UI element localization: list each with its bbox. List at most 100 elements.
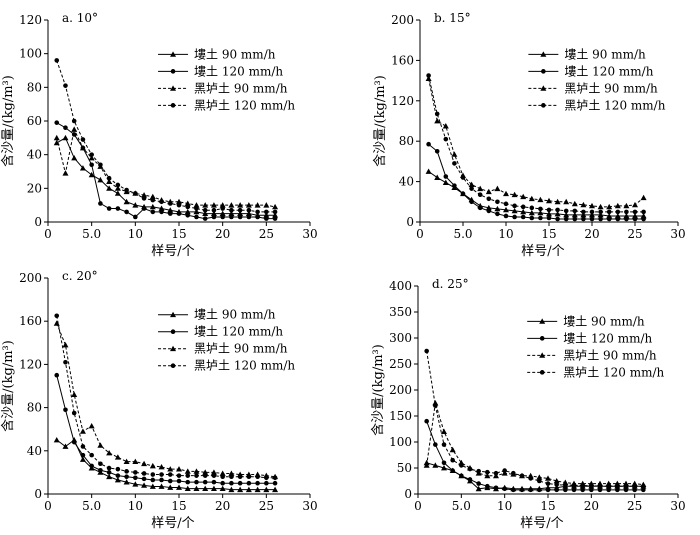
series-line bbox=[426, 402, 644, 486]
data-point bbox=[606, 209, 612, 215]
data-point bbox=[442, 123, 449, 129]
data-point bbox=[106, 206, 112, 211]
data-point bbox=[54, 372, 60, 378]
data-point bbox=[598, 209, 603, 215]
data-point bbox=[572, 216, 578, 222]
data-point bbox=[641, 487, 646, 493]
data-point bbox=[237, 202, 244, 208]
data-point bbox=[124, 474, 129, 480]
x-axis-title: 样号/个 bbox=[521, 244, 564, 259]
legend-label: 塿土 120 mm/h bbox=[194, 63, 283, 78]
data-point bbox=[571, 200, 578, 207]
data-point bbox=[264, 480, 269, 486]
y-tick-label: 80 bbox=[27, 401, 42, 415]
data-point bbox=[520, 204, 526, 210]
data-point bbox=[519, 487, 525, 493]
data-point bbox=[211, 214, 217, 220]
data-point bbox=[133, 214, 138, 220]
x-axis-title: 样号/个 bbox=[151, 516, 194, 531]
data-point bbox=[477, 192, 483, 198]
data-point bbox=[632, 487, 637, 493]
data-point bbox=[167, 207, 174, 213]
x-tick-label: 20 bbox=[584, 227, 599, 241]
data-point bbox=[563, 198, 570, 205]
data-point bbox=[123, 458, 130, 464]
data-point bbox=[219, 210, 226, 216]
data-point bbox=[623, 202, 630, 209]
data-point bbox=[546, 207, 552, 213]
legend-label: 塿土 90 mm/h bbox=[194, 46, 276, 61]
data-point bbox=[520, 193, 527, 200]
data-point bbox=[425, 168, 432, 174]
data-point bbox=[63, 407, 68, 413]
data-point bbox=[641, 216, 646, 222]
data-point bbox=[477, 185, 484, 192]
data-point bbox=[529, 205, 535, 211]
data-point bbox=[114, 454, 121, 460]
chart-panel-1: 0 5.0 10 15 20 25 30 0 20 40 60 80 100 120 样号/个 含沙量/(kg… bbox=[0, 11, 318, 259]
data-point bbox=[211, 207, 217, 213]
data-point bbox=[511, 470, 516, 476]
data-point bbox=[272, 212, 279, 218]
legend-marker bbox=[170, 103, 176, 108]
data-point bbox=[185, 204, 191, 210]
data-point bbox=[202, 469, 209, 475]
data-point bbox=[194, 473, 199, 478]
legend-marker bbox=[539, 352, 546, 358]
data-point bbox=[554, 210, 561, 217]
data-point bbox=[80, 444, 86, 449]
data-point bbox=[133, 475, 138, 481]
data-point bbox=[449, 446, 456, 453]
legend-marker bbox=[170, 69, 176, 74]
data-point bbox=[80, 452, 86, 458]
data-point bbox=[167, 484, 174, 490]
data-point bbox=[563, 211, 570, 218]
data-point bbox=[246, 474, 252, 480]
data-point bbox=[220, 206, 225, 211]
data-point bbox=[63, 359, 68, 365]
data-point bbox=[263, 202, 270, 208]
data-point bbox=[624, 209, 629, 215]
y-tick-label: 200 bbox=[19, 271, 42, 285]
legend-entry-4: 黑垆土 120 mm/h bbox=[527, 365, 665, 379]
series-4 bbox=[426, 73, 646, 215]
x-tick-label: 20 bbox=[584, 499, 599, 513]
data-point bbox=[486, 196, 492, 202]
x-tick-label: 10 bbox=[497, 499, 512, 513]
data-point bbox=[486, 208, 492, 214]
data-point bbox=[106, 178, 113, 184]
data-point bbox=[71, 155, 78, 161]
series-line bbox=[56, 375, 276, 484]
legend-entry-2: 塿土 120 mm/h bbox=[158, 63, 283, 78]
data-point bbox=[106, 473, 113, 480]
data-point bbox=[571, 487, 577, 493]
data-point bbox=[493, 485, 499, 491]
data-point bbox=[589, 216, 595, 222]
legend-label: 塿土 120 mm/h bbox=[563, 330, 652, 345]
data-point bbox=[538, 215, 543, 221]
data-point bbox=[184, 485, 191, 491]
data-point bbox=[476, 481, 481, 486]
legend-entry-2: 塿土 120 mm/h bbox=[158, 324, 283, 339]
data-point bbox=[106, 465, 112, 471]
x-tick-label: 10 bbox=[498, 227, 513, 241]
y-axis-title: 含沙量/(kg/m³) bbox=[0, 75, 16, 167]
data-point bbox=[563, 482, 568, 488]
x-tick-label: 5.0 bbox=[82, 499, 101, 513]
data-point bbox=[80, 137, 86, 142]
data-point bbox=[511, 487, 516, 493]
data-point bbox=[495, 211, 500, 217]
data-point bbox=[141, 460, 148, 467]
data-point bbox=[624, 216, 629, 222]
x-tick-label: 0 bbox=[414, 499, 422, 513]
data-point bbox=[459, 463, 464, 468]
data-point bbox=[149, 203, 156, 210]
data-point bbox=[425, 75, 432, 81]
legend-marker bbox=[170, 329, 176, 335]
legend-entry-3: 黑垆土 90 mm/h bbox=[527, 348, 657, 362]
panel-label: d. 25° bbox=[432, 277, 469, 291]
data-point bbox=[529, 215, 535, 221]
data-point bbox=[606, 483, 611, 489]
data-point bbox=[434, 174, 441, 180]
data-point bbox=[219, 485, 226, 491]
